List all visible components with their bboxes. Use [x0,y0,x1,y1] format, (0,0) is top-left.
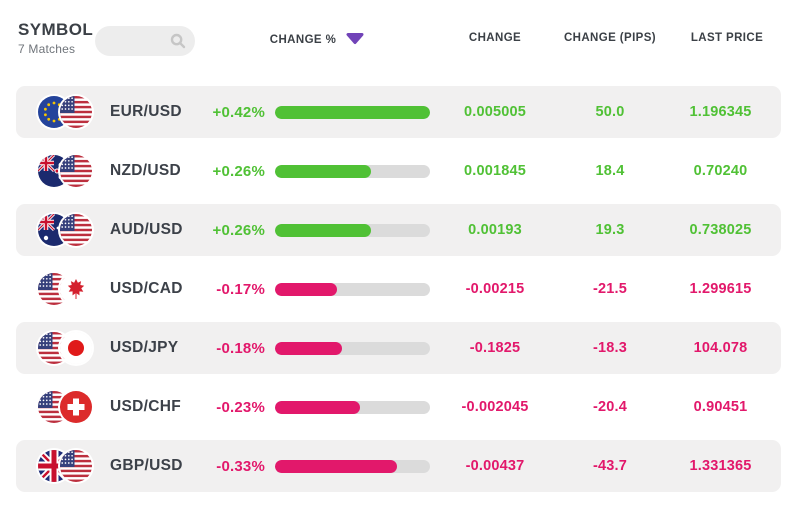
change-bar-track [275,459,430,473]
us-flag-icon [38,332,70,364]
change-bar-fill [275,223,372,237]
change-pct-value: -0.17% [216,280,265,298]
change-value: 0.00193 [468,222,522,238]
jp-flag-icon [60,332,92,364]
change-value: -0.1825 [469,340,521,356]
change-pips-value: -20.4 [592,399,628,415]
change-bar [265,459,430,473]
change-pct-value: +0.26% [212,162,265,180]
change-value: -0.00215 [465,281,525,297]
symbol-table: EUR/USD +0.42% 0.005005 50.0 1.196345 NZ… [16,86,781,492]
ca-flag-icon [60,273,92,305]
change-pips-value: 18.4 [595,163,625,179]
symbol-column-header: SYMBOL [18,20,94,39]
last-price-value: 1.299615 [689,281,752,297]
us-flag-icon [60,96,92,128]
change-bar-track [275,400,430,414]
table-row[interactable]: USD/JPY -0.18% -0.1825 -18.3 104.078 [16,322,781,374]
symbol-header-block: SYMBOL 7 Matches [18,20,93,56]
last-price-value: 104.078 [693,340,748,356]
change-pct-value: +0.42% [212,103,265,121]
pair-symbol: USD/CAD [110,280,183,297]
pair-symbol: GBP/USD [110,457,183,474]
table-header: SYMBOL 7 Matches CHANGE % CHANGE CHANGE … [0,0,797,86]
column-header-change[interactable]: CHANGE [468,32,522,44]
change-pips-value: -18.3 [592,340,628,356]
symbol-search[interactable] [95,26,195,56]
last-price-value: 0.738025 [689,222,752,238]
pair-flags [38,449,94,483]
change-bar [265,400,430,414]
column-header-last-price[interactable]: LAST PRICE [690,32,764,44]
matches-count: 7 Matches [18,42,76,56]
table-row[interactable]: USD/CAD -0.17% -0.00215 -21.5 1.299615 [16,263,781,315]
change-bar-track [275,105,430,119]
change-bar-track [275,282,430,296]
change-bar [265,105,430,119]
last-price-value: 0.70240 [693,163,748,179]
change-bar-track [275,164,430,178]
column-header-change-pips[interactable]: CHANGE (PIPS) [563,32,657,44]
pair-flags [38,213,94,247]
table-row[interactable]: EUR/USD +0.42% 0.005005 50.0 1.196345 [16,86,781,138]
au-flag-icon [38,214,70,246]
pair-flags [38,390,94,424]
column-header-change-pct[interactable]: CHANGE % [235,32,400,48]
table-row[interactable]: NZD/USD +0.26% 0.001845 18.4 0.70240 [16,145,781,197]
change-pct-value: -0.23% [216,398,265,416]
change-bar-track [275,341,430,355]
change-bar [265,164,430,178]
change-pct-header-label: CHANGE % [269,34,337,46]
pair-flags [38,272,94,306]
table-row[interactable]: USD/CHF -0.23% -0.002045 -20.4 0.90451 [16,381,781,433]
change-value: 0.001845 [463,163,527,179]
change-pips-value: -21.5 [592,281,628,297]
pair-flags [38,331,94,365]
table-row[interactable]: AUD/USD +0.26% 0.00193 19.3 0.738025 [16,204,781,256]
change-bar-fill [275,282,337,296]
sort-desc-icon [345,32,365,48]
change-pct-value: -0.18% [216,339,265,357]
pair-flags [38,154,94,188]
search-icon [170,33,186,54]
change-bar-track [275,223,430,237]
last-price-value: 1.331365 [689,458,752,474]
pair-symbol: EUR/USD [110,103,182,120]
change-pct-value: +0.26% [212,221,265,239]
table-row[interactable]: GBP/USD -0.33% -0.00437 -43.7 1.331365 [16,440,781,492]
change-value: -0.00437 [465,458,525,474]
change-bar-fill [275,459,398,473]
change-bar [265,282,430,296]
us-flag-icon [60,155,92,187]
change-pips-value: -43.7 [592,458,628,474]
pair-symbol: AUD/USD [110,221,183,238]
search-input[interactable] [95,26,165,56]
ch-flag-icon [60,391,92,423]
us-flag-icon [60,450,92,482]
change-value: -0.002045 [461,399,529,415]
change-bar-fill [275,105,430,119]
last-price-value: 0.90451 [693,399,748,415]
change-bar-fill [275,341,342,355]
change-pips-value: 50.0 [595,104,625,120]
change-pips-value: 19.3 [595,222,625,238]
pair-symbol: USD/CHF [110,398,181,415]
change-bar [265,341,430,355]
us-flag-icon [60,214,92,246]
change-value: 0.005005 [463,104,527,120]
change-bar-fill [275,400,361,414]
last-price-value: 1.196345 [689,104,752,120]
pair-symbol: USD/JPY [110,339,179,356]
pair-flags [38,95,94,129]
pair-symbol: NZD/USD [110,162,181,179]
change-bar-fill [275,164,372,178]
change-bar [265,223,430,237]
change-pct-value: -0.33% [216,457,265,475]
